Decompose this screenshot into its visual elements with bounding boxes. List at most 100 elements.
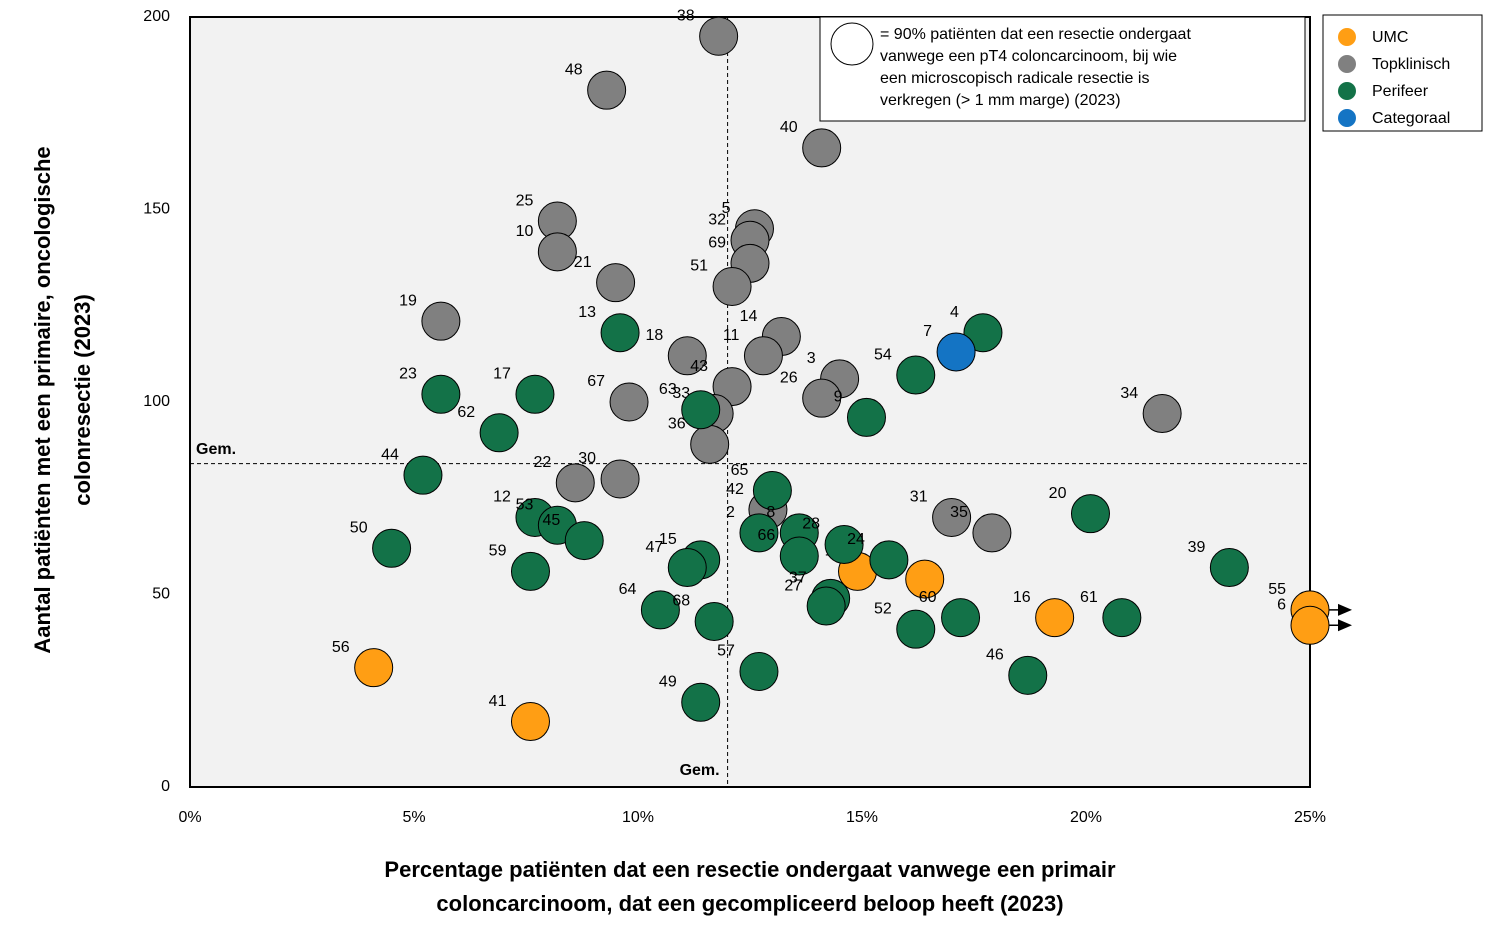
- point-label: 36: [668, 416, 686, 433]
- point-label: 50: [350, 520, 368, 537]
- x-tick-label: 15%: [846, 809, 878, 826]
- point-label: 20: [1049, 485, 1067, 502]
- point-label: 41: [489, 693, 507, 710]
- point-label: 44: [381, 446, 399, 463]
- bubble: [896, 609, 936, 649]
- size-legend-text: = 90% patiënten dat een resectie onderga…: [880, 26, 1191, 43]
- bubble: [510, 551, 550, 591]
- point-label: 61: [1080, 589, 1098, 606]
- bubble: [739, 652, 779, 691]
- point-label: 4: [950, 304, 959, 321]
- point-label: 16: [1013, 589, 1031, 606]
- bubble: [739, 513, 779, 553]
- bubble: [802, 378, 842, 418]
- bubble: [972, 513, 1012, 553]
- point-label: 66: [757, 527, 775, 544]
- bubble: [963, 313, 1003, 353]
- bubble: [1008, 655, 1048, 695]
- bubble: [600, 459, 640, 499]
- point-label: 18: [645, 327, 663, 344]
- point-label: 67: [587, 373, 605, 390]
- y-tick-label: 100: [143, 393, 170, 410]
- legend-marker: [1338, 28, 1356, 46]
- point-label: 22: [533, 454, 551, 471]
- point-label: 9: [834, 389, 843, 406]
- bubble: [609, 382, 649, 422]
- point-label: 64: [619, 581, 637, 598]
- point-label: 24: [847, 531, 865, 548]
- y-tick-label: 150: [143, 201, 170, 218]
- bubble: [555, 463, 595, 503]
- bubble: [712, 267, 752, 306]
- size-legend-text: vanwege een pT4 coloncarcinoom, bij wie: [880, 48, 1177, 65]
- legend-label: UMC: [1372, 29, 1408, 46]
- legend-marker: [1338, 55, 1356, 73]
- point-label: 47: [645, 539, 663, 556]
- bubble: [421, 374, 461, 414]
- point-label: 15: [659, 531, 677, 548]
- bubble: [802, 128, 842, 168]
- bubble: [1290, 605, 1330, 645]
- point-label: 8: [766, 504, 775, 521]
- bubble: [896, 355, 936, 395]
- bubble: [694, 601, 734, 641]
- bubble: [515, 374, 555, 414]
- y-axis-title: Aantal patiënten met een primaire, oncol…: [30, 146, 55, 653]
- bubble: [905, 559, 945, 599]
- point-label: 49: [659, 674, 677, 691]
- point-label: 53: [516, 496, 534, 513]
- x-tick-label: 10%: [622, 809, 654, 826]
- point-label: 13: [578, 304, 596, 321]
- bubble: [681, 682, 721, 722]
- mean-y-label: Gem.: [196, 441, 236, 458]
- bubble: [1102, 598, 1142, 638]
- bubble: [587, 70, 627, 110]
- point-label: 54: [874, 346, 892, 363]
- bubble: [941, 598, 981, 638]
- point-label: 2: [726, 504, 735, 521]
- x-tick-label: 25%: [1294, 809, 1326, 826]
- bubble: [752, 471, 792, 511]
- point-label: 39: [1188, 539, 1206, 556]
- point-label: 43: [690, 358, 708, 375]
- bubble: [640, 590, 680, 630]
- point-label: 5: [722, 200, 731, 217]
- y-tick-label: 200: [143, 8, 170, 25]
- bubble: [936, 332, 976, 372]
- x-axis-title: coloncarcinoom, dat een gecompliceerd be…: [436, 891, 1063, 916]
- bubble: [806, 586, 846, 626]
- legend-marker: [1338, 109, 1356, 127]
- point-label: 21: [574, 254, 592, 271]
- point-label: 62: [457, 404, 475, 421]
- point-label: 12: [493, 489, 511, 506]
- point-label: 6: [1277, 597, 1286, 614]
- point-label: 69: [708, 235, 726, 252]
- point-label: 63: [659, 381, 677, 398]
- y-tick-label: 0: [161, 778, 170, 795]
- point-label: 7: [923, 323, 932, 340]
- x-tick-label: 0%: [178, 809, 201, 826]
- legend-label: Perifeer: [1372, 83, 1429, 100]
- bubble: [869, 540, 909, 580]
- point-label: 3: [807, 350, 816, 367]
- bubble: [537, 232, 577, 272]
- point-label: 26: [780, 369, 798, 386]
- point-label: 31: [910, 489, 928, 506]
- bubble: [479, 413, 519, 453]
- point-label: 23: [399, 366, 417, 383]
- point-label: 25: [516, 192, 534, 209]
- point-label: 17: [493, 366, 511, 383]
- point-label: 48: [565, 61, 583, 78]
- point-label: 52: [874, 600, 892, 617]
- point-label: 55: [1268, 581, 1286, 598]
- bubble: [403, 455, 443, 495]
- bubble: [699, 16, 739, 56]
- point-label: 40: [780, 119, 798, 136]
- bubble: [690, 424, 730, 464]
- x-tick-label: 20%: [1070, 809, 1102, 826]
- bubble: [564, 521, 604, 561]
- point-label: 10: [516, 223, 534, 240]
- bubble: [372, 528, 412, 568]
- bubble: [1035, 598, 1075, 638]
